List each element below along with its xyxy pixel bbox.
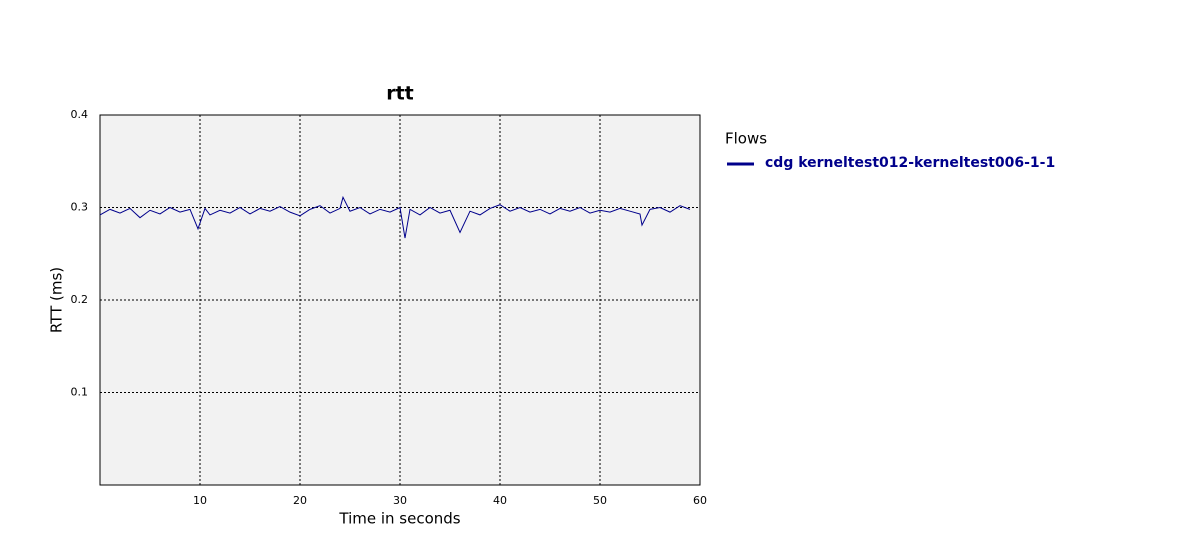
chart-title: rtt — [386, 83, 414, 105]
y-tick-label: 0.4 — [71, 108, 89, 121]
x-tick-label: 20 — [293, 494, 307, 507]
y-tick-label: 0.2 — [71, 293, 89, 306]
x-tick-label: 50 — [593, 494, 607, 507]
x-tick-label: 30 — [393, 494, 407, 507]
x-tick-label: 10 — [193, 494, 207, 507]
y-tick-label: 0.1 — [71, 386, 89, 399]
y-axis-label: RTT (ms) — [48, 267, 66, 333]
x-axis-label: Time in seconds — [338, 510, 460, 528]
y-tick-label: 0.3 — [71, 201, 89, 214]
plot-border — [99, 114, 701, 486]
x-tick-label: 60 — [693, 494, 707, 507]
data-line — [99, 195, 691, 239]
x-tick-label: 40 — [493, 494, 507, 507]
legend-label: cdg kerneltest012-kerneltest006-1-1 — [765, 155, 1055, 171]
legend-title: Flows — [725, 130, 767, 148]
